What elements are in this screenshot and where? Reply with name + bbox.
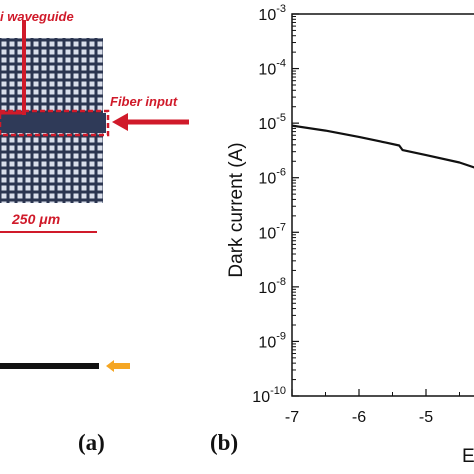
yellow-arrow-icon bbox=[106, 360, 130, 372]
panel-a-label: (a) bbox=[78, 430, 105, 455]
y-tick-label: 10-6 bbox=[258, 167, 286, 188]
x-axis-label: E bbox=[462, 446, 474, 467]
fiber-arrow-head-icon bbox=[112, 113, 128, 131]
y-tick-label: 10-5 bbox=[258, 112, 286, 133]
x-tick-label: -6 bbox=[352, 409, 366, 426]
panel-a: i waveguide Fiber input 250 μm (a) bbox=[0, 9, 189, 455]
y-tick-label: 10-8 bbox=[258, 276, 286, 297]
y-tick-label: 10-10 bbox=[252, 385, 286, 406]
fiber-input-label: Fiber input bbox=[110, 94, 178, 109]
y-tick-label: 10-3 bbox=[258, 3, 286, 24]
series-group bbox=[291, 124, 474, 169]
plot-frame bbox=[291, 13, 474, 397]
y-axis-label: Dark current (A) bbox=[226, 142, 247, 277]
y-axis: 10-3 10-4 10-5 10-6 10-7 10-8 10-9 10-10 bbox=[252, 3, 299, 406]
panel-b-label: (b) bbox=[210, 430, 238, 455]
y-tick-label: 10-9 bbox=[258, 330, 286, 351]
series-line-0 bbox=[291, 124, 474, 169]
scale-label: 250 μm bbox=[11, 211, 60, 227]
x-axis: -7 -6 -5 bbox=[285, 389, 460, 426]
y-tick-label: 10-4 bbox=[258, 58, 286, 79]
y-tick-label: 10-7 bbox=[258, 221, 286, 242]
waveguide-channel bbox=[0, 113, 106, 133]
x-tick-label: -7 bbox=[285, 409, 299, 426]
x-tick-label: -5 bbox=[419, 409, 433, 426]
fiber-input-box bbox=[0, 109, 110, 137]
waveguide-label: i waveguide bbox=[0, 9, 74, 24]
dark-current-chart: 10-3 10-4 10-5 10-6 10-7 10-8 10-9 10-10 -7 -6 -5… bbox=[226, 3, 474, 467]
